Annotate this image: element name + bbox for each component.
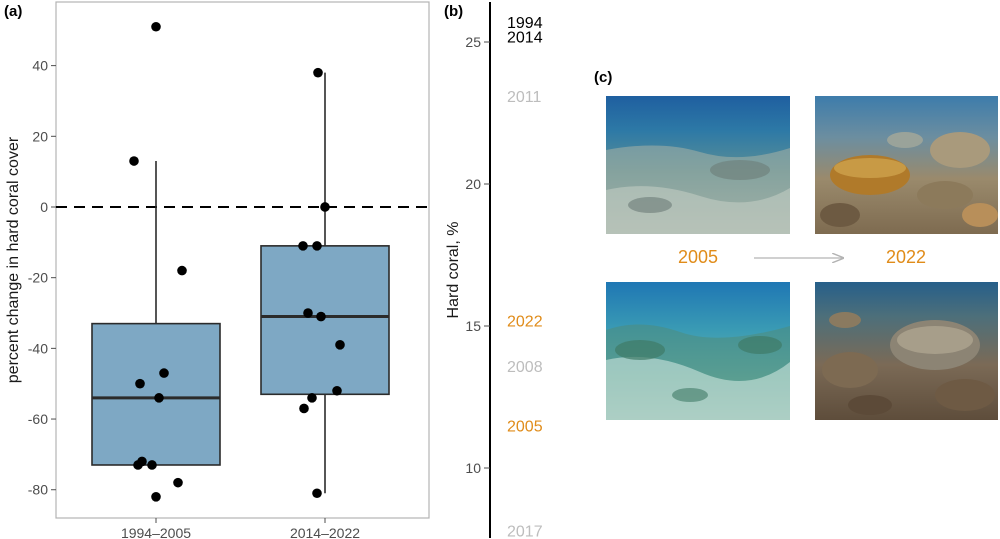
y-tick-label-a: -60	[28, 411, 48, 427]
data-point	[316, 311, 326, 322]
x-tick-label-a: 2014–2022	[290, 525, 360, 539]
y-tick-label-b: 25	[465, 34, 481, 50]
data-point	[312, 488, 322, 499]
reef-photo-2022-bottom	[815, 282, 998, 420]
data-point	[151, 491, 161, 502]
data-point	[299, 403, 309, 414]
year-label-2022: 2022	[507, 313, 543, 330]
y-axis-title-b: Hard coral, %	[445, 222, 462, 319]
photo-caption-2022: 2022	[886, 247, 926, 267]
photo-caption-2005: 2005	[678, 247, 718, 267]
data-point	[313, 67, 323, 78]
y-tick-label-a: -20	[28, 270, 48, 286]
y-axis-title-a: percent change in hard coral cover	[5, 136, 22, 383]
data-point	[335, 340, 345, 350]
data-point	[177, 265, 187, 276]
y-tick-label-a: 0	[40, 199, 48, 215]
data-point	[133, 460, 143, 470]
year-label-1994: 1994	[507, 15, 543, 32]
data-point	[154, 393, 164, 403]
box-iqr	[260, 245, 390, 396]
year-label-2014: 2014	[507, 29, 543, 46]
data-point	[312, 241, 322, 251]
y-tick-label-a: -80	[28, 482, 48, 498]
boxplot-panel: 40 20 0 -20 -40 -60 -80 1994–2005 2014–2022	[28, 21, 429, 539]
data-point	[135, 378, 145, 389]
data-point	[307, 393, 317, 403]
panel-label-c: (c)	[594, 69, 612, 86]
year-label-2008: 2008	[507, 359, 543, 376]
y-tick-label-b: 10	[465, 460, 481, 476]
y-tick-label-a: 40	[32, 58, 48, 74]
year-label-2005: 2005	[507, 418, 543, 435]
data-point	[173, 477, 183, 488]
data-point	[298, 241, 308, 251]
plot-a-frame	[55, 1, 430, 519]
data-point	[151, 21, 161, 32]
data-point	[332, 385, 342, 396]
data-point	[129, 156, 139, 166]
data-point	[303, 308, 313, 318]
y-tick-label-b: 15	[465, 318, 481, 334]
data-point	[320, 202, 330, 212]
y-tick-label-a: -40	[28, 340, 48, 356]
data-point	[159, 368, 169, 378]
y-tick-label-b: 20	[465, 176, 481, 192]
reef-photo-2005-bottom	[606, 282, 790, 420]
panel-label-b: (b)	[444, 3, 463, 20]
reef-photo-2022-top	[815, 96, 998, 234]
panel-label-a: (a)	[4, 3, 22, 20]
data-point	[147, 460, 157, 470]
year-label-2017: 2017	[507, 523, 543, 539]
y-tick-label-a: 20	[32, 128, 48, 144]
x-tick-label-a: 1994–2005	[121, 525, 191, 539]
year-label-2011: 2011	[507, 89, 542, 106]
reef-photo-2005-top	[606, 96, 790, 234]
